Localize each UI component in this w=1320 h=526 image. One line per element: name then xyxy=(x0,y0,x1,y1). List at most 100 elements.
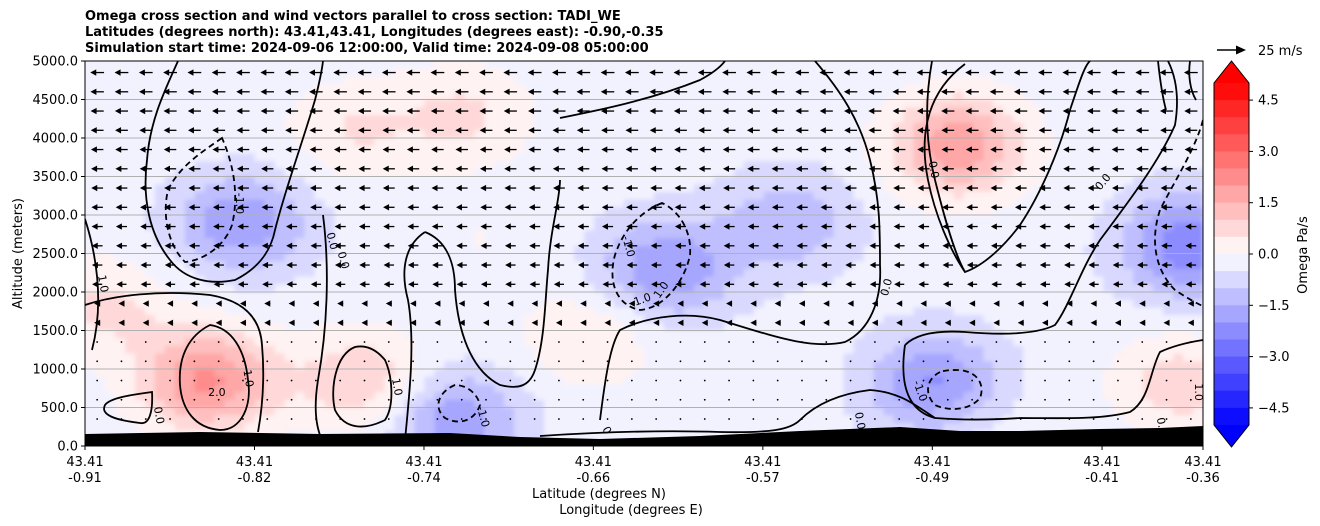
field-cell xyxy=(753,353,765,362)
field-cell xyxy=(274,153,286,162)
field-cell xyxy=(494,399,505,409)
field-cell xyxy=(973,130,984,139)
field-cell xyxy=(594,107,605,116)
field-cell xyxy=(444,222,455,231)
field-cell xyxy=(713,145,725,154)
field-cell xyxy=(913,176,925,185)
field-cell xyxy=(534,276,545,285)
field-cell xyxy=(1053,153,1064,162)
field-cell xyxy=(264,338,276,347)
field-cell xyxy=(394,168,406,178)
field-cell xyxy=(564,145,575,154)
field-cell xyxy=(634,307,645,316)
field-cell xyxy=(374,222,386,231)
field-cell xyxy=(144,61,156,70)
field-cell xyxy=(783,191,795,201)
field-cell xyxy=(1043,138,1054,147)
field-cell xyxy=(574,392,585,401)
field-cell xyxy=(134,91,146,101)
field-cell xyxy=(254,407,266,416)
field-cell xyxy=(444,84,455,93)
field-cell xyxy=(564,415,575,424)
field-cell xyxy=(534,330,545,339)
field-cell xyxy=(923,322,935,332)
field-cell xyxy=(913,345,925,355)
field-cell xyxy=(1063,230,1074,239)
field-cell xyxy=(254,222,266,231)
field-cell xyxy=(424,207,435,216)
field-cell xyxy=(733,215,745,224)
field-cell xyxy=(923,215,935,224)
field-cell xyxy=(594,230,605,239)
field-cell xyxy=(154,199,166,208)
field-cell xyxy=(644,376,655,385)
field-cell xyxy=(414,176,425,185)
field-cell xyxy=(903,238,915,247)
field-cell xyxy=(494,84,505,93)
field-cell xyxy=(913,253,925,262)
field-cell xyxy=(384,315,396,324)
field-cell xyxy=(943,168,955,178)
field-cell xyxy=(204,361,216,370)
field-cell xyxy=(584,238,595,247)
field-cell xyxy=(164,345,176,355)
field-cell xyxy=(344,238,356,247)
field-cell xyxy=(833,76,845,85)
field-cell xyxy=(334,161,346,170)
field-cell xyxy=(813,199,825,208)
field-cell xyxy=(554,322,565,332)
field-cell xyxy=(414,353,425,362)
field-cell xyxy=(514,84,525,93)
field-cell xyxy=(1013,338,1024,347)
field-cell xyxy=(584,245,595,255)
field-cell xyxy=(963,168,975,178)
field-cell xyxy=(434,161,445,170)
field-cell xyxy=(404,361,416,370)
field-cell xyxy=(763,191,775,201)
field-cell xyxy=(614,284,625,293)
field-cell xyxy=(663,399,675,409)
field-cell xyxy=(644,430,655,439)
field-cell xyxy=(514,276,525,285)
field-cell xyxy=(394,392,406,401)
field-cell xyxy=(234,399,246,409)
field-cell xyxy=(104,145,116,154)
field-cell xyxy=(1053,353,1064,362)
field-cell xyxy=(853,68,865,77)
field-cell xyxy=(184,353,196,362)
field-cell xyxy=(254,153,266,162)
field-cell xyxy=(923,199,935,208)
field-cell xyxy=(104,191,116,201)
field-cell xyxy=(414,184,425,193)
field-cell xyxy=(863,299,875,308)
field-cell xyxy=(763,199,775,208)
field-cell xyxy=(863,292,875,301)
field-cell xyxy=(933,276,945,285)
field-cell xyxy=(703,361,715,370)
field-cell xyxy=(773,130,785,139)
field-cell xyxy=(254,384,266,393)
field-cell xyxy=(1033,76,1044,85)
field-cell xyxy=(823,345,835,355)
field-cell xyxy=(404,415,416,424)
field-cell xyxy=(753,130,765,139)
field-cell xyxy=(614,199,625,208)
field-cell xyxy=(823,268,835,278)
field-cell xyxy=(893,168,905,178)
field-cell xyxy=(294,114,306,124)
field-cell xyxy=(683,276,695,285)
field-cell xyxy=(94,245,106,255)
field-cell xyxy=(474,191,485,201)
field-cell xyxy=(474,145,485,154)
field-cell xyxy=(224,161,236,170)
field-cell xyxy=(1043,191,1054,201)
field-cell xyxy=(813,361,825,370)
field-cell xyxy=(164,253,176,262)
field-cell xyxy=(514,199,525,208)
field-cell xyxy=(1013,307,1024,316)
field-cell xyxy=(114,384,126,393)
field-cell xyxy=(893,91,905,101)
field-cell xyxy=(344,307,356,316)
field-cell xyxy=(214,176,226,185)
field-cell xyxy=(314,268,326,278)
